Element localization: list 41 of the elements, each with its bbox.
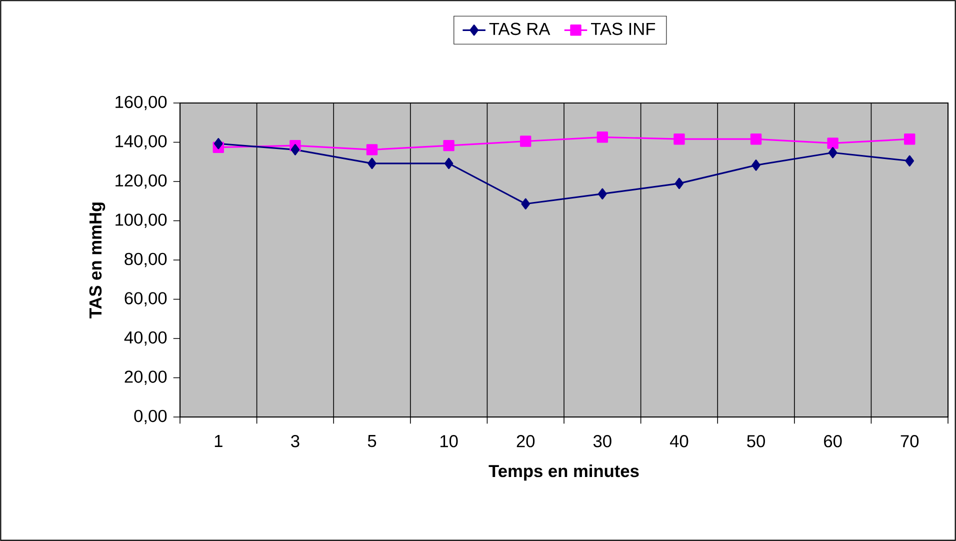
legend-label: TAS RA: [489, 22, 550, 36]
point: [290, 144, 300, 156]
point: [827, 138, 838, 149]
x-tick-label: 10: [440, 435, 458, 448]
point: [750, 134, 762, 145]
point: [214, 138, 223, 150]
point: [521, 198, 530, 210]
x-axis-title: Temps en minutes: [488, 464, 639, 481]
y-tick-label: 0,00: [134, 410, 167, 424]
x-tick-label: 5: [368, 435, 376, 448]
point: [904, 134, 916, 145]
point: [905, 155, 914, 166]
x-tick-label: 30: [593, 435, 612, 448]
point: [443, 140, 454, 152]
y-tick-label: 20,00: [124, 370, 167, 385]
x-tick-label: 40: [670, 435, 688, 448]
y-tick-label: 120,00: [116, 174, 167, 189]
y-tick-label: 40,00: [124, 331, 167, 346]
x-tick-label: 50: [747, 435, 765, 448]
legend-label: TAS INF: [591, 22, 656, 36]
y-tick-label: 160,00: [116, 96, 167, 110]
y-axis-title: TAS en mmHg: [89, 202, 106, 318]
point: [368, 158, 376, 170]
point: [444, 158, 454, 170]
point: [752, 160, 760, 171]
x-tick-label: 60: [824, 435, 842, 448]
point: [828, 147, 838, 158]
x-tick-label: 20: [516, 435, 535, 448]
point: [674, 134, 685, 145]
x-tick-label: 1: [214, 435, 222, 447]
x-tick-label: 70: [900, 435, 919, 448]
point: [598, 188, 607, 200]
y-tick-label: 140,00: [116, 135, 167, 150]
y-tick-label: 80,00: [124, 252, 167, 268]
y-tick-label: 100,00: [116, 214, 167, 228]
point: [366, 144, 378, 156]
point: [596, 132, 608, 143]
y-tick-label: 60,00: [124, 292, 167, 306]
point: [674, 178, 684, 190]
x-tick-label: 3: [291, 435, 300, 448]
point: [520, 136, 532, 147]
